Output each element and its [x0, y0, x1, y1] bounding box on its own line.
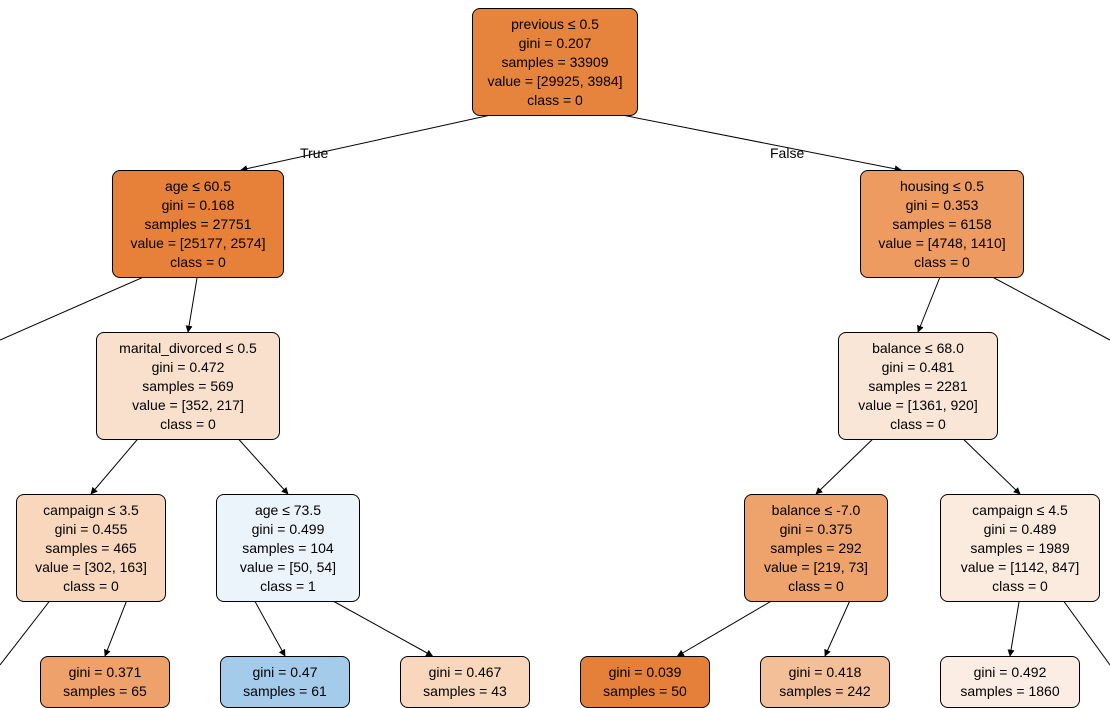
tree-node-RL: balance ≤ 68.0 gini = 0.481 samples = 22…: [838, 332, 998, 440]
tree-node-root: previous ≤ 0.5 gini = 0.207 samples = 33…: [472, 8, 638, 116]
tree-edge: [918, 272, 942, 332]
tree-node-RL_L: balance ≤ -7.0 gini = 0.375 samples = 29…: [744, 494, 888, 602]
tree-node-leaf5: gini = 0.418 samples = 242: [760, 656, 890, 708]
tree-node-RL_R: campaign ≤ 4.5 gini = 0.489 samples = 19…: [940, 494, 1100, 602]
tree-node-LR_R: age ≤ 73.5 gini = 0.499 samples = 104 va…: [216, 494, 360, 602]
tree-node-R: housing ≤ 0.5 gini = 0.353 samples = 615…: [860, 170, 1024, 278]
tree-edge: [825, 596, 852, 656]
tree-edge: [241, 110, 514, 170]
tree-edge: [678, 596, 781, 656]
tree-edge: [91, 434, 142, 494]
decision-tree-diagram: previous ≤ 0.5 gini = 0.207 samples = 33…: [0, 0, 1110, 693]
tree-edge: [0, 272, 155, 340]
edge-label: False: [770, 145, 804, 161]
tree-node-leaf1: gini = 0.371 samples = 65: [40, 656, 170, 708]
tree-edge: [188, 272, 198, 332]
tree-edge: [324, 596, 433, 656]
tree-edge: [1010, 596, 1020, 656]
tree-edge: [983, 272, 1110, 340]
tree-node-leaf4: gini = 0.039 samples = 50: [580, 656, 710, 708]
tree-edge: [0, 596, 54, 665]
tree-edge: [816, 434, 878, 494]
tree-edge: [252, 596, 285, 656]
tree-edge: [105, 596, 129, 656]
tree-edge: [958, 434, 1020, 494]
tree-edge: [234, 434, 288, 494]
edge-label: True: [300, 145, 328, 161]
tree-edge: [1060, 596, 1110, 665]
tree-node-leaf2: gini = 0.47 samples = 61: [220, 656, 350, 708]
tree-edge: [597, 110, 902, 170]
tree-node-LR_L: campaign ≤ 3.5 gini = 0.455 samples = 46…: [16, 494, 166, 602]
tree-node-LR: marital_divorced ≤ 0.5 gini = 0.472 samp…: [96, 332, 280, 440]
tree-node-leaf3: gini = 0.467 samples = 43: [400, 656, 530, 708]
tree-node-leaf6: gini = 0.492 samples = 1860: [940, 656, 1080, 708]
tree-node-L: age ≤ 60.5 gini = 0.168 samples = 27751 …: [112, 170, 284, 278]
